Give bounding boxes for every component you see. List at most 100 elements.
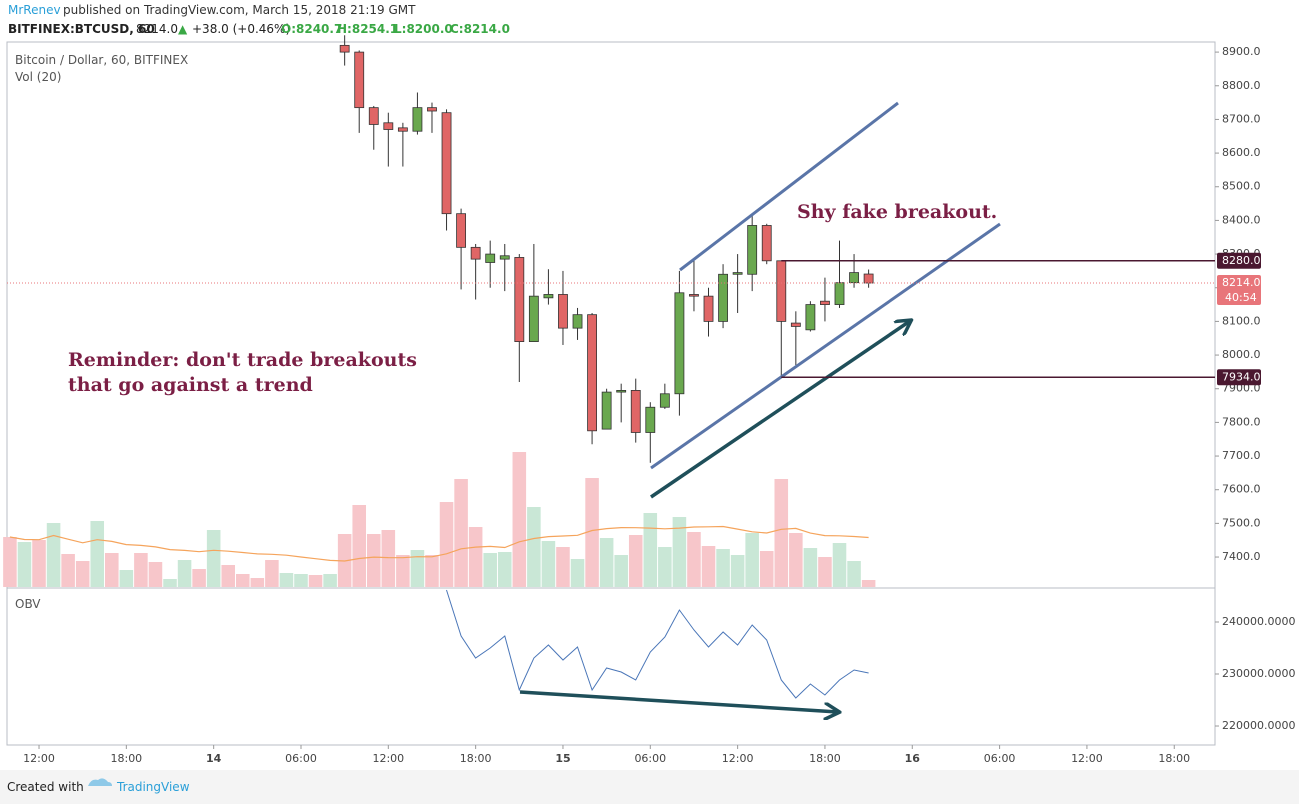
level-label: 8280.0 — [1222, 254, 1261, 267]
volume-bar — [134, 553, 148, 587]
volume-bar — [628, 535, 643, 587]
annotation: Shy fake breakout. — [797, 201, 997, 223]
volume-bar — [177, 560, 192, 587]
volume-bar — [818, 557, 832, 587]
frame — [6, 41, 1216, 746]
candle-body — [368, 107, 379, 125]
volume-bar — [279, 573, 294, 587]
y-tick-label: 8700.0 — [1222, 112, 1261, 125]
volume-bar — [658, 547, 672, 587]
footer-brand[interactable]: TradingView — [116, 780, 190, 794]
published: published on TradingView.com, March 15, … — [63, 3, 416, 17]
low-text: L:8200.0 — [394, 22, 453, 36]
candle-body — [834, 282, 845, 305]
x-tick-label: 18:00 — [809, 752, 841, 765]
y-tick-label: 8400.0 — [1222, 213, 1261, 226]
volume-bar — [439, 502, 454, 587]
volume-bar — [396, 555, 410, 587]
volume-bar — [221, 565, 236, 587]
x-tick-label: 06:00 — [634, 752, 666, 765]
volume-bar — [425, 555, 439, 587]
volume-bar — [497, 552, 512, 587]
volume-bar — [250, 578, 265, 587]
candle-body — [732, 272, 743, 275]
symbol: BITFINEX:BTCUSD, 60 — [8, 22, 155, 36]
y-tick-label: 8900.0 — [1222, 45, 1261, 58]
last-price-box — [1217, 275, 1261, 306]
volume-bar — [308, 575, 323, 587]
candle-body — [499, 255, 510, 260]
x-tick-label: 12:00 — [372, 752, 404, 765]
chart-title: Bitcoin / Dollar, 60, BITFINEX — [15, 53, 188, 67]
x-tick-label: 14 — [206, 752, 222, 765]
y-tick-label: 7600.0 — [1222, 483, 1261, 496]
volume-bar — [236, 574, 250, 587]
volume-bar — [745, 533, 759, 587]
close-text: C:8214.0 — [450, 22, 510, 36]
annotation: Reminder: don't trade breakouts — [68, 349, 417, 371]
candle-body — [456, 213, 467, 248]
volume-bar — [556, 547, 570, 587]
candle-body — [587, 314, 597, 432]
candle-body — [441, 112, 452, 215]
volume-bar — [599, 538, 614, 587]
y-tick-label: 7700.0 — [1222, 449, 1261, 462]
volume-bar — [148, 562, 163, 587]
channel-lower — [650, 222, 1001, 470]
candle-body — [558, 294, 568, 329]
obv-line — [446, 589, 869, 699]
y-tick-label: 7400.0 — [1222, 550, 1261, 563]
volume-bar — [410, 550, 425, 587]
change: +38.0 (+0.46%) — [192, 22, 290, 36]
candle-body — [485, 253, 496, 263]
last-price-label: 8214.0 — [1222, 276, 1261, 289]
logo — [88, 778, 112, 786]
volume-bar — [512, 452, 527, 587]
trend-arrow — [650, 321, 910, 499]
volume-ma — [9, 525, 869, 562]
candle-body — [689, 294, 699, 297]
volume-bar — [527, 507, 541, 587]
volume-pane — [3, 452, 876, 587]
x-tick-label: 16 — [905, 752, 921, 765]
drawings — [519, 101, 1001, 712]
candle-body — [514, 257, 525, 342]
volume-bar — [570, 559, 585, 587]
volume-bar — [701, 546, 716, 587]
volume-bar — [716, 549, 730, 587]
candle-body — [790, 322, 801, 327]
volume-bar — [90, 521, 105, 587]
level-label: 7934.0 — [1222, 370, 1261, 383]
x-tick-label: 12:00 — [722, 752, 754, 765]
candle-body — [674, 292, 685, 395]
volume-bar — [789, 533, 803, 587]
x-tick-label: 15 — [555, 752, 570, 765]
y-tick-label: 7800.0 — [1222, 415, 1261, 428]
volume-bar — [483, 553, 497, 587]
x-tick-label: 18:00 — [460, 752, 492, 765]
candle-body — [412, 107, 423, 132]
volume-bar — [672, 517, 687, 587]
obv-tick-label: 240000.0000 — [1222, 615, 1295, 628]
volume-bar — [119, 570, 134, 587]
author[interactable]: MrRenev — [8, 3, 61, 17]
volume-bar — [32, 540, 46, 587]
volume-bar — [46, 523, 61, 587]
candle-body — [383, 122, 394, 130]
footer-bar — [0, 770, 1299, 804]
volume-bar — [61, 554, 75, 587]
symbol-line: BITFINEX:BTCUSD, 60 8214.0 ▲ +38.0 (+0.4… — [8, 22, 510, 36]
footer-created: Created with — [7, 780, 84, 794]
volume-bar — [206, 530, 221, 587]
volume-bar — [730, 555, 745, 587]
countdown-label: 40:54 — [1225, 291, 1257, 304]
volume-bar — [323, 574, 337, 587]
candle-body — [339, 44, 350, 53]
volume-bar — [643, 513, 658, 587]
candle-body — [718, 273, 728, 322]
level-box — [1217, 252, 1261, 269]
candle-body — [805, 304, 816, 331]
volume-bar — [541, 541, 556, 587]
